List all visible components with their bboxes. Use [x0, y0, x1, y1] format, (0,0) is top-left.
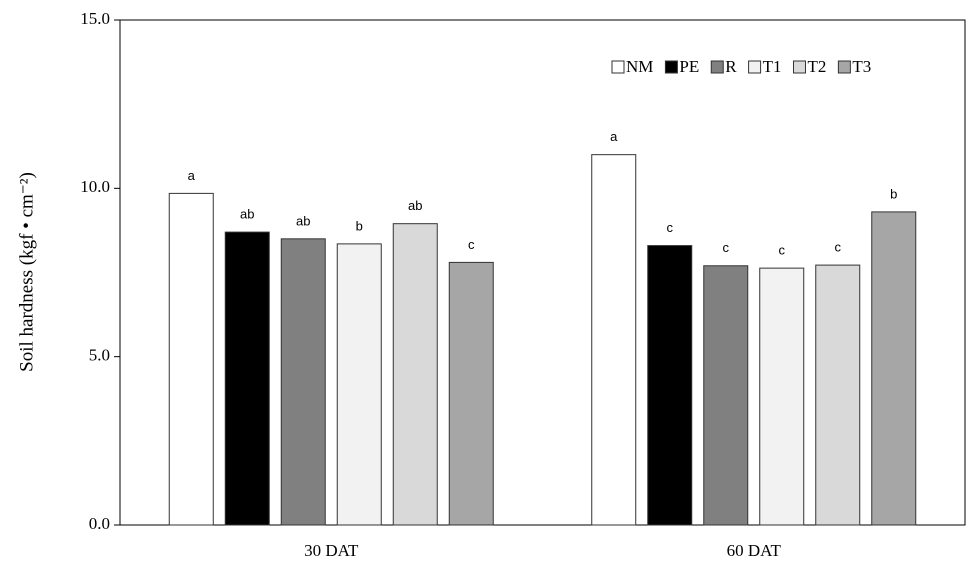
- significance-letter: ab: [240, 207, 254, 222]
- y-axis-label: Soil hardness (kgf • cm⁻²): [16, 172, 37, 372]
- significance-letter: a: [188, 168, 196, 183]
- significance-letter: c: [468, 237, 475, 252]
- legend-label: NM: [626, 57, 653, 76]
- x-tick-label: 30 DAT: [304, 541, 359, 560]
- bar: [336, 243, 382, 526]
- bar: [448, 261, 494, 526]
- bar: [168, 192, 214, 526]
- bar: [703, 265, 749, 526]
- y-tick-label: 15.0: [80, 9, 110, 28]
- bar: [759, 267, 805, 526]
- significance-letter: c: [779, 243, 786, 258]
- significance-letter: ab: [408, 198, 422, 213]
- significance-letter: ab: [296, 213, 310, 228]
- bar: [224, 231, 270, 526]
- y-tick-label: 10.0: [80, 177, 110, 196]
- legend-label: T2: [807, 57, 826, 76]
- plot-frame: [119, 19, 966, 526]
- y-tick-label: 0.0: [89, 514, 110, 533]
- legend-swatch: [611, 60, 625, 74]
- y-tick-label: 5.0: [89, 346, 110, 365]
- bar: [392, 223, 438, 526]
- legend-swatch: [710, 60, 724, 74]
- bar: [280, 238, 326, 526]
- significance-letter: c: [667, 220, 674, 235]
- significance-letter: c: [723, 240, 730, 255]
- legend-swatch: [664, 60, 678, 74]
- legend-label: T3: [852, 57, 871, 76]
- bar: [871, 211, 917, 526]
- x-tick-label: 60 DAT: [727, 541, 782, 560]
- significance-letter: c: [835, 240, 842, 255]
- bar: [591, 154, 637, 526]
- legend-swatch: [792, 60, 806, 74]
- significance-letter: b: [356, 218, 363, 233]
- significance-letter: b: [890, 186, 897, 201]
- bar: [815, 264, 861, 526]
- legend-swatch: [837, 60, 851, 74]
- bar: [647, 245, 693, 526]
- significance-letter: a: [610, 129, 618, 144]
- legend-label: PE: [679, 57, 699, 76]
- legend-label: R: [725, 57, 737, 76]
- legend-label: T1: [763, 57, 782, 76]
- legend-swatch: [748, 60, 762, 74]
